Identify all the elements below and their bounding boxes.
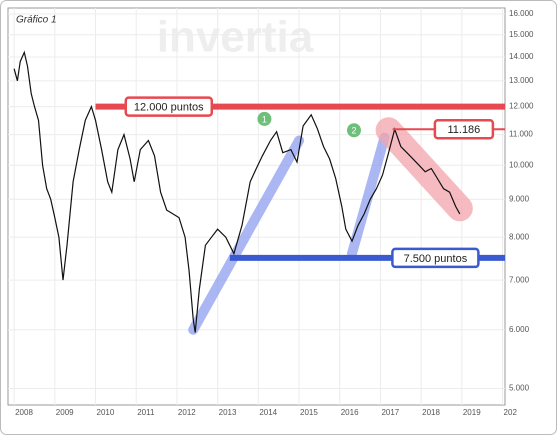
x-tick-label: 2018 [422, 408, 440, 417]
x-tick-label: 2011 [137, 408, 155, 417]
y-tick-label: 16.000 [509, 9, 534, 18]
level-label-box [433, 118, 495, 140]
y-tick-label: 9.000 [509, 194, 530, 203]
level-label: 11.186 [447, 124, 480, 136]
chart-title: Gráfico 1 [16, 15, 57, 26]
annotation-label: 1 [262, 114, 267, 124]
x-tick-label: 2017 [381, 408, 399, 417]
y-tick-label: 14.000 [509, 52, 534, 61]
level-label-box [124, 96, 214, 117]
x-tick-label: 2013 [219, 408, 237, 417]
y-tick-label: 11.000 [509, 130, 533, 139]
x-tick-label: 2008 [15, 408, 33, 417]
trend-band [375, 117, 473, 222]
annotation-label: 2 [351, 126, 356, 136]
y-tick-label: 13.000 [509, 76, 534, 85]
x-tick-label: 2015 [300, 408, 318, 417]
y-tick-label: 7.000 [509, 275, 530, 284]
y-tick-label: 8.000 [509, 232, 530, 241]
x-tick-label: 2009 [56, 408, 74, 417]
y-tick-label: 15.000 [509, 30, 534, 39]
level-label: 12.000 puntos [134, 102, 204, 114]
plot-area [7, 7, 506, 406]
annotation-marker [257, 111, 272, 126]
x-tick-label: 202 [504, 408, 518, 417]
annotation-marker [346, 123, 361, 138]
y-tick-label: 12.000 [509, 102, 534, 111]
x-tick-label: 2012 [178, 408, 196, 417]
level-label: 7.500 puntos [404, 253, 468, 265]
y-tick-label: 5.000 [509, 384, 530, 393]
trend-band [188, 135, 305, 335]
level-label-box [391, 247, 480, 269]
y-tick-label: 10.000 [509, 160, 534, 169]
x-tick-label: 2010 [97, 408, 115, 417]
y-tick-label: 6.000 [509, 325, 530, 334]
watermark: invertia [157, 13, 314, 62]
trend-band [346, 132, 390, 259]
x-tick-label: 2019 [463, 408, 481, 417]
price-line [13, 50, 461, 333]
x-tick-label: 2016 [341, 408, 359, 417]
x-tick-label: 2014 [259, 408, 277, 417]
